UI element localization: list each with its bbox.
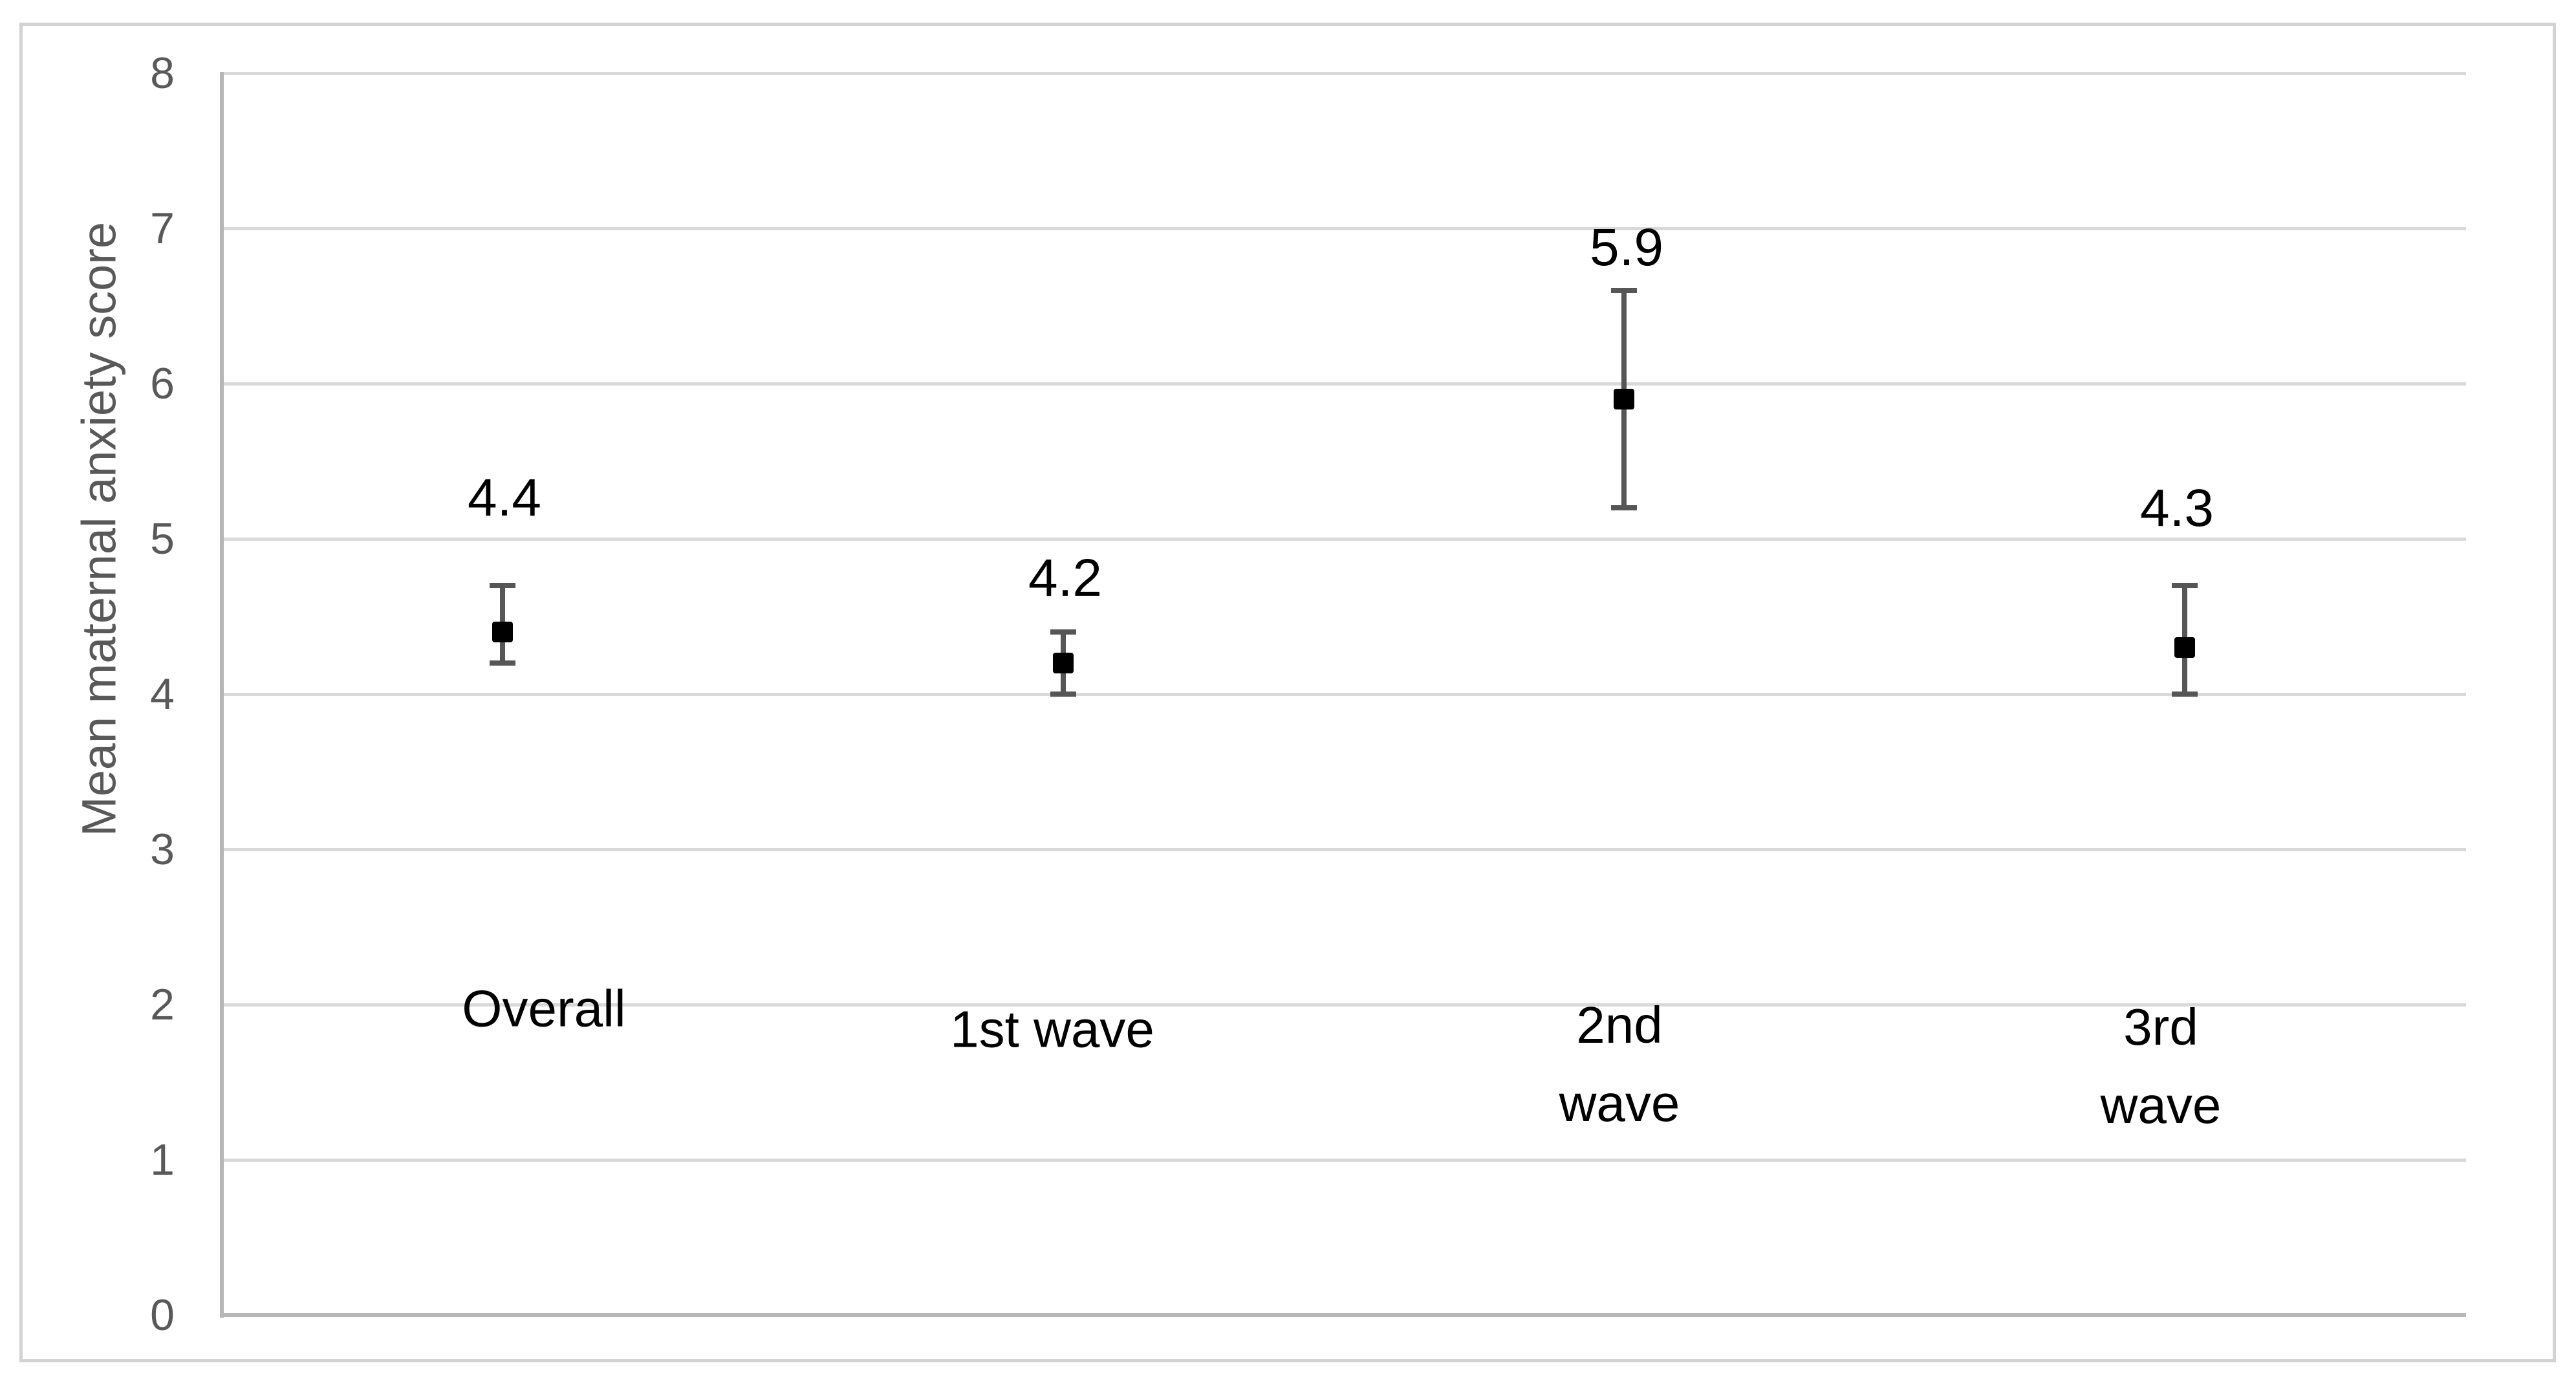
error-bar-cap-bottom xyxy=(490,660,515,666)
category-label-line: wave xyxy=(1559,1074,1680,1132)
category-label-line: Overall xyxy=(462,979,626,1038)
error-bar-cap-bottom xyxy=(1050,692,1076,697)
y-tick-label: 7 xyxy=(150,204,175,253)
category-label-line: 3rd xyxy=(2123,998,2198,1056)
y-tick-label: 2 xyxy=(150,980,175,1029)
y-tick-label: 3 xyxy=(150,825,175,874)
marker-square xyxy=(1614,389,1634,409)
data-label: 4.4 xyxy=(468,468,541,527)
data-label: 4.2 xyxy=(1028,549,1102,607)
marker-square xyxy=(1053,653,1074,673)
category-label-2nd-wave: 2nd wave xyxy=(1559,986,1680,1142)
marker-square xyxy=(492,622,513,642)
gridline xyxy=(222,693,2466,696)
category-label-line: wave xyxy=(2100,1076,2222,1134)
y-tick-label: 6 xyxy=(150,359,175,408)
error-bar-cap-top xyxy=(1050,629,1076,635)
category-label-line: 2nd xyxy=(1576,996,1663,1054)
gridline xyxy=(222,1159,2466,1162)
x-axis-line xyxy=(222,1313,2466,1317)
error-bar-cap-bottom xyxy=(1611,505,1637,510)
category-label-overall: Overall xyxy=(462,970,625,1048)
gridline xyxy=(222,72,2466,75)
y-tick-label: 5 xyxy=(150,514,175,563)
marker-square xyxy=(2174,637,2195,658)
data-label: 4.3 xyxy=(2140,479,2214,538)
error-bar-cap-top xyxy=(490,583,515,588)
y-tick-label: 0 xyxy=(150,1290,175,1340)
category-label-line: 1st wave xyxy=(950,1000,1154,1058)
error-bar-cap-top xyxy=(2172,583,2198,588)
y-tick-label: 8 xyxy=(150,49,175,98)
gridline xyxy=(222,848,2466,851)
error-bar-cap-top xyxy=(1611,288,1637,293)
y-tick-label: 4 xyxy=(150,670,175,719)
gridline xyxy=(222,382,2466,386)
gridline xyxy=(222,1003,2466,1007)
category-label-1st-wave: 1st wave xyxy=(950,990,1154,1069)
y-axis-line xyxy=(220,72,224,1318)
gridline xyxy=(222,538,2466,541)
category-label-3rd-wave: 3rd wave xyxy=(2101,988,2222,1144)
data-label: 5.9 xyxy=(1590,218,1663,277)
y-tick-label: 1 xyxy=(150,1135,175,1184)
gridline xyxy=(222,227,2466,230)
error-bar-cap-bottom xyxy=(2172,692,2198,697)
chart-border xyxy=(19,23,2556,1362)
